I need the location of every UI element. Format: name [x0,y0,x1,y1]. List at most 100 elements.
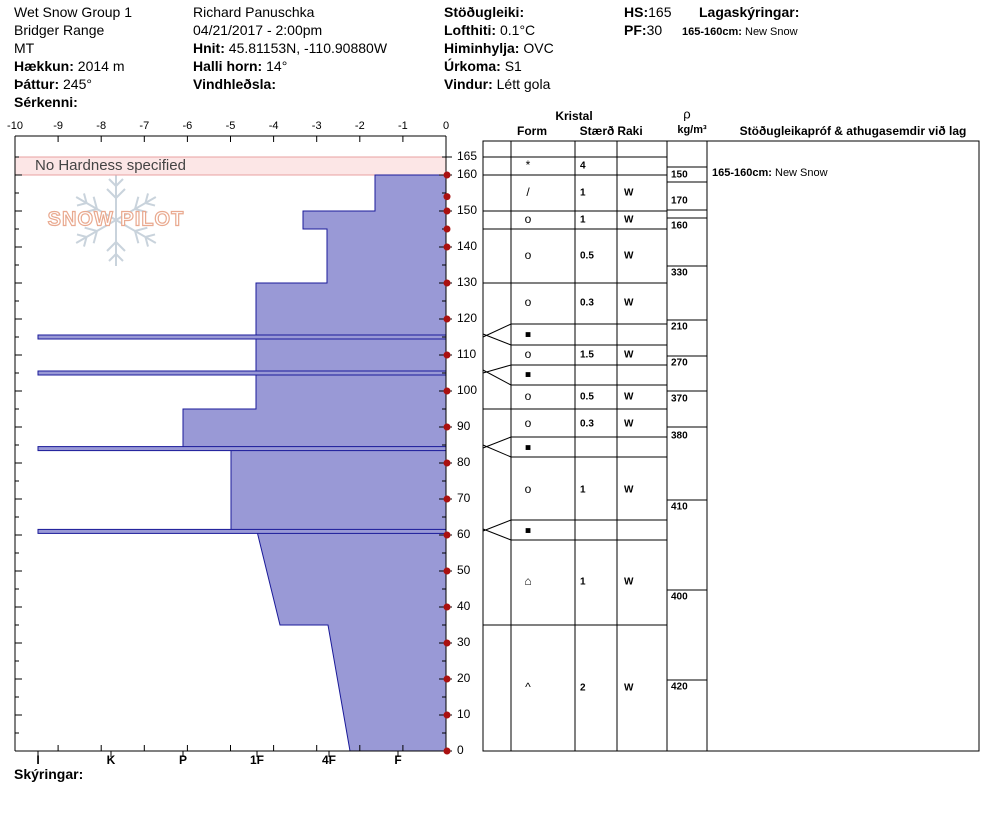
x-tick-label: -5 [226,120,236,132]
watermark-arm [75,193,117,221]
density-value: 210 [671,322,688,333]
density-value: 150 [671,170,688,181]
moisture-value: W [624,683,634,694]
density-value: 400 [671,592,688,603]
moisture-value: W [624,485,634,496]
temperature-point [443,279,451,287]
comment-range: 165-160cm: [712,167,772,179]
y-tick-label: 150 [457,203,477,217]
connector-line [482,528,512,541]
hardness-tick-label: 4F [322,753,336,767]
elevation-row: Hækkun: 2014 m [14,58,125,74]
moisture-value: W [624,577,634,588]
state-name: MT [14,40,35,56]
size-header: Stærð [580,124,615,138]
y-tick-label: 100 [457,383,477,397]
coords-label: Hnit: [193,40,225,56]
hs-row: HS:165 [624,4,671,20]
moisture-value: W [624,188,634,199]
connector-line [482,364,512,374]
layer-note: 165-160cm: New Snow [682,24,798,40]
hardness-tick-label: I [36,753,39,767]
temperature-point [443,531,451,539]
comments-header: Stöðugleikapróf & athugasemdir við lag [740,124,967,138]
hardness-tick-label: 1F [250,753,264,767]
y-tick-label: 110 [457,347,476,361]
y-tick-label: 160 [457,167,477,181]
crystal-size: 1 [580,577,586,588]
density-value: 160 [671,221,688,232]
aspect-value: 245° [63,76,92,92]
crystal-header: Kristal [555,109,592,123]
crystal-size: 1 [580,215,586,226]
watermark-arm [115,219,157,247]
thin-layer-bar [37,446,447,452]
thin-layer-bar [37,334,447,340]
x-tick-label: -7 [139,120,149,132]
aspect-label: Þáttur: [14,76,60,92]
hs-label: HS: [624,4,649,20]
temperature-point [443,351,451,359]
sky-row: Himinhylja: OVC [444,40,554,56]
watermark-arm [115,193,157,221]
watermark-arm [106,220,126,266]
x-tick-label: -2 [355,120,365,132]
precip-row: Úrkoma: S1 [444,58,522,74]
connector-line [482,519,512,532]
crystal-form-symbol: o [525,212,532,226]
watermark-text: SNOW PILOT [48,208,185,230]
hardness-tick-label: K [107,753,116,767]
legend-label: Skýringar: [14,766,84,782]
air-temp-value: 0.1°C [499,22,536,38]
y-tick-label: 140 [457,239,477,253]
hs-value: 165 [648,4,672,20]
density-value: 410 [671,502,688,513]
temperature-point [443,603,451,611]
elevation-label: Hækkun: [14,58,74,74]
moisture-header: Raki [617,124,642,138]
connector-line [482,369,512,386]
crystal-form-symbol: ■ [525,443,531,454]
precip-value: S1 [504,58,522,74]
layer-note-text: New Snow [745,26,798,38]
thin-layer-bar [37,370,447,376]
slope-row: Halli horn: 14° [193,58,287,74]
temperature-point [443,423,451,431]
y-tick-label: 80 [457,455,471,469]
temperature-point [443,747,451,755]
rho-header: ρ [683,106,690,121]
y-tick-label: 60 [457,527,471,541]
crystal-form-symbol: o [525,482,532,496]
slope-value: 14° [266,58,288,74]
moisture-value: W [624,392,634,403]
pf-value: 30 [646,22,663,38]
features-label: Sérkenni: [14,94,78,110]
moisture-value: W [624,251,634,262]
x-tick-label: -8 [96,120,106,132]
crystal-form-symbol: ^ [525,680,531,694]
connector-line [482,436,512,449]
wind-row: Vindur: Létt gola [444,76,550,92]
density-value: 420 [671,682,688,693]
x-tick-label: -10 [7,120,23,132]
y-tick-label: 90 [457,419,471,433]
x-tick-label: -9 [53,120,63,132]
temperature-point [443,387,451,395]
thin-layer-bar [37,528,447,534]
pf-label: PF: [624,22,647,38]
aspect-row: Þáttur: 245° [14,76,92,92]
no-hardness-label: No Hardness specified [35,157,186,174]
crystal-form-symbol: ■ [525,526,531,537]
layer-note-range: 165-160cm: [682,26,742,38]
crystal-form-symbol: o [525,389,532,403]
x-tick-label: -1 [398,120,408,132]
density-unit-header: kg/m³ [677,124,707,136]
crystal-form-symbol: o [525,347,532,361]
temperature-point [443,711,451,719]
snowpilot-watermark [75,174,157,266]
crystal-size: 2 [580,683,586,694]
crystal-form-symbol: ■ [525,370,531,381]
temperature-point [443,639,451,647]
crystal-size: 1.5 [580,350,594,361]
connector-line [482,333,512,346]
